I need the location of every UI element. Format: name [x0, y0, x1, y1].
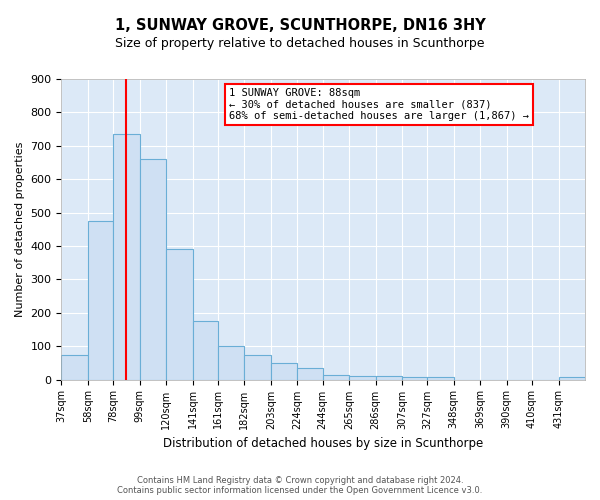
Bar	[427, 377, 454, 380]
X-axis label: Distribution of detached houses by size in Scunthorpe: Distribution of detached houses by size …	[163, 437, 484, 450]
Bar	[193, 321, 218, 380]
Bar	[218, 346, 244, 380]
Bar	[271, 363, 298, 380]
Bar	[376, 376, 402, 380]
Text: Contains HM Land Registry data © Crown copyright and database right 2024.: Contains HM Land Registry data © Crown c…	[137, 476, 463, 485]
Bar	[298, 368, 323, 380]
Bar	[349, 376, 376, 380]
Bar	[166, 250, 193, 380]
Bar	[113, 134, 140, 380]
Bar	[88, 221, 113, 380]
Text: Size of property relative to detached houses in Scunthorpe: Size of property relative to detached ho…	[115, 38, 485, 51]
Bar	[559, 377, 585, 380]
Bar	[323, 375, 349, 380]
Text: 1 SUNWAY GROVE: 88sqm
← 30% of detached houses are smaller (837)
68% of semi-det: 1 SUNWAY GROVE: 88sqm ← 30% of detached …	[229, 88, 529, 121]
Bar	[402, 377, 427, 380]
Bar	[140, 159, 166, 380]
Bar	[61, 354, 88, 380]
Y-axis label: Number of detached properties: Number of detached properties	[15, 142, 25, 317]
Text: Contains public sector information licensed under the Open Government Licence v3: Contains public sector information licen…	[118, 486, 482, 495]
Text: 1, SUNWAY GROVE, SCUNTHORPE, DN16 3HY: 1, SUNWAY GROVE, SCUNTHORPE, DN16 3HY	[115, 18, 485, 32]
Bar	[244, 354, 271, 380]
